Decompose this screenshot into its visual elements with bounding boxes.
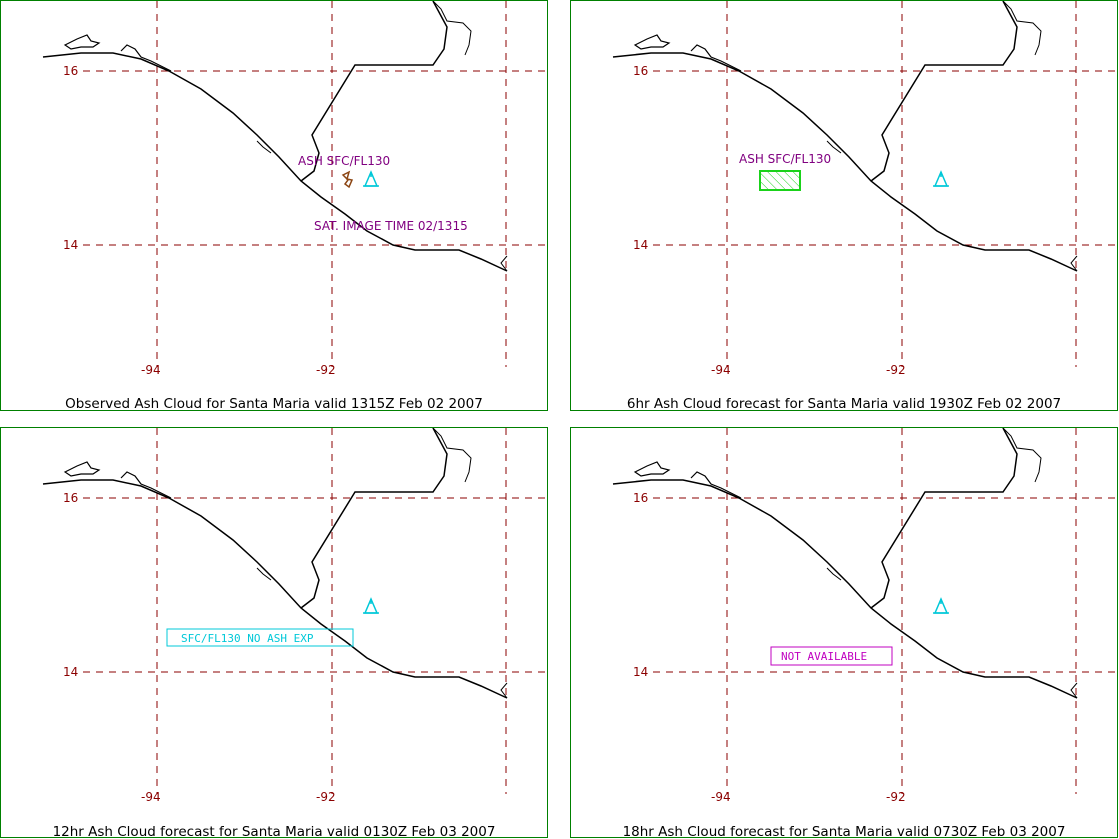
coastal-inlet: [1070, 682, 1078, 699]
latitude-label: 16: [63, 64, 78, 78]
coastal-inlet: [826, 140, 842, 154]
lagoon-outline: [63, 461, 101, 477]
lagoon-outline: [690, 44, 742, 72]
coastline-upper: [1002, 1, 1042, 56]
border-path: [300, 428, 448, 609]
longitude-label: -92: [886, 363, 906, 377]
coastal-inlet: [826, 567, 842, 581]
longitude-label: -94: [711, 363, 731, 377]
coastal-inlet: [256, 140, 272, 154]
volcano-icon: [933, 170, 949, 187]
longitude-label: -94: [141, 790, 161, 804]
coastal-inlet: [256, 567, 272, 581]
lagoon-outline: [63, 34, 101, 50]
coastline-path: [612, 52, 1078, 272]
coastline-path: [42, 479, 508, 699]
lagoon-outline: [633, 461, 671, 477]
ash-label: ASH SFC/FL130: [739, 152, 831, 166]
latitude-label: 14: [633, 238, 648, 252]
longitude-label: -92: [886, 790, 906, 804]
panel-observed: 16 14 -94 -92 ASH SFC/FL130 SAT. IMAGE TIME…: [0, 0, 548, 411]
volcano-icon: [363, 170, 379, 187]
sat-image-time: SAT. IMAGE TIME 02/1315: [314, 219, 468, 233]
coastline-upper: [1002, 428, 1042, 483]
coastal-inlet: [500, 682, 508, 699]
coastline: [42, 1, 508, 272]
lat-lon-grid: 16 14 -94 -92: [633, 1, 1117, 377]
lagoon-outline: [633, 34, 671, 50]
panel-caption: 18hr Ash Cloud forecast for Santa Maria …: [622, 824, 1066, 838]
coastline: [612, 428, 1078, 699]
panel-18hr-forecast: 16 14 -94 -92 NOT AVAILABLE 18hr Ash Cloud …: [570, 427, 1118, 838]
forecast-ash-box: [759, 170, 801, 191]
lat-lon-grid: 16 14 -94 -92: [63, 1, 547, 377]
longitude-label: -94: [711, 790, 731, 804]
border-path: [870, 1, 1018, 182]
no-ash-box: [166, 628, 354, 647]
map-6hr: 16 14 -94 -92 ASH SFC/FL130: [612, 1, 1117, 377]
coastal-inlet: [1070, 255, 1078, 272]
border-path: [300, 1, 448, 182]
panel-12hr-forecast: 16 14 -94 -92 SFC/FL130 NO ASH EXP 12hr Ash…: [0, 427, 548, 838]
longitude-label: -92: [316, 363, 336, 377]
coastline-upper: [432, 1, 472, 56]
latitude-label: 14: [63, 665, 78, 679]
map-12hr: 16 14 -94 -92 SFC/FL130 NO ASH EXP: [42, 428, 547, 804]
lagoon-outline: [120, 44, 172, 72]
not-available-text: NOT AVAILABLE: [781, 650, 867, 663]
map-observed: 16 14 -94 -92 ASH SFC/FL130 SAT. IMAGE TIME…: [42, 1, 547, 377]
longitude-label: -92: [316, 790, 336, 804]
coastline-path: [42, 52, 508, 272]
coastline-upper: [432, 428, 472, 483]
latitude-label: 14: [63, 238, 78, 252]
volcano-icon: [933, 597, 949, 614]
no-ash-text: SFC/FL130 NO ASH EXP: [181, 632, 314, 645]
volcano-icon: [363, 597, 379, 614]
ash-label: ASH SFC/FL130: [298, 154, 390, 168]
lagoon-outline: [120, 471, 172, 499]
longitude-label: -94: [141, 363, 161, 377]
panel-6hr-forecast: 16 14 -94 -92 ASH SFC/FL130 6hr Ash Cloud f…: [570, 0, 1118, 411]
lat-lon-grid: 16 14 -94 -92: [63, 428, 547, 804]
lagoon-outline: [690, 471, 742, 499]
lat-lon-grid: 16 14 -94 -92: [633, 428, 1117, 804]
observed-ash-polygon: [341, 170, 354, 189]
latitude-label: 16: [63, 491, 78, 505]
latitude-label: 14: [633, 665, 648, 679]
map-18hr: 16 14 -94 -92 NOT AVAILABLE: [612, 428, 1117, 804]
latitude-label: 16: [633, 64, 648, 78]
panel-caption: Observed Ash Cloud for Santa Maria valid…: [65, 396, 483, 411]
coastal-inlet: [500, 255, 508, 272]
not-available-box: [770, 646, 893, 666]
panel-caption: 6hr Ash Cloud forecast for Santa Maria v…: [626, 396, 1062, 411]
panel-caption: 12hr Ash Cloud forecast for Santa Maria …: [52, 824, 496, 838]
border-path: [870, 428, 1018, 609]
latitude-label: 16: [633, 491, 648, 505]
coastline: [612, 1, 1078, 272]
coastline: [42, 428, 508, 699]
